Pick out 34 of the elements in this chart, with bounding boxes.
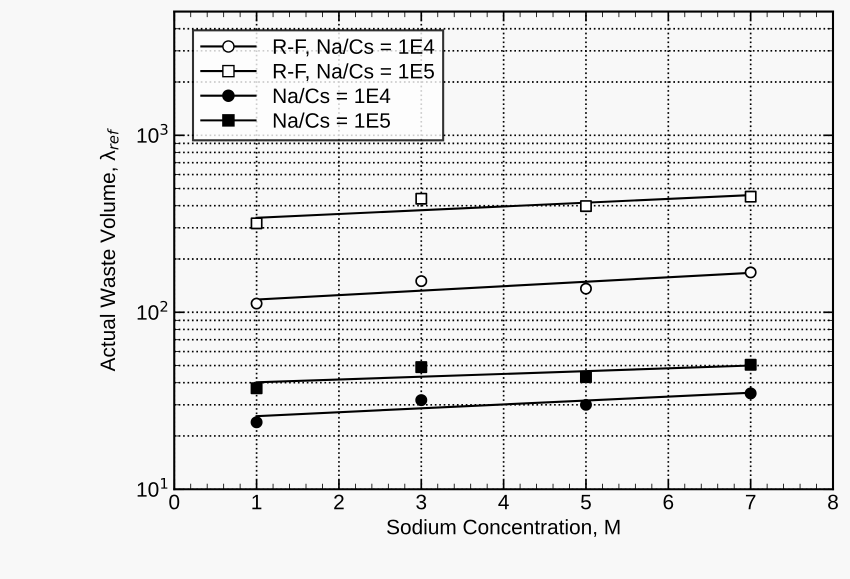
x-tick-label: 4 (498, 494, 509, 510)
point (744, 387, 757, 400)
y-tick-label: 10$^{2}$ (138, 300, 168, 320)
x-tick-label: 7 (746, 494, 756, 510)
point (250, 416, 263, 428)
x-tick-label: 8 (828, 494, 838, 510)
legend-label: R-F, Na/Cs = 1E4 (274, 38, 434, 56)
legend-label: R-F, Na/Cs = 1E5 (274, 63, 434, 82)
x-tick-label: 1 (252, 494, 262, 510)
legend-label: Na/Cs = 1E5 (274, 112, 390, 128)
point (580, 200, 592, 212)
point (580, 398, 592, 411)
x-tick-label: 5 (581, 494, 591, 510)
x-axis-title: Sodium Concentration, M (387, 519, 620, 537)
x-tick-label: 3 (416, 494, 426, 510)
point (744, 266, 757, 278)
point (250, 217, 263, 230)
point (250, 298, 263, 310)
legend-label: Na/Cs = 1E4 (274, 88, 390, 104)
x-tick-label: 0 (169, 494, 180, 510)
x-tick-label: 6 (664, 494, 674, 510)
point (580, 371, 592, 384)
point (415, 192, 428, 205)
point (415, 361, 428, 374)
y-axis-title: Actual Waste Volume, λ$_{ref}$ (100, 128, 119, 372)
point (580, 282, 592, 295)
y-tick-label: 10$^{1}$ (138, 478, 168, 497)
point (415, 275, 428, 288)
point (250, 382, 263, 394)
point (415, 394, 428, 406)
y-tick-label: 10$^{3}$ (138, 124, 168, 143)
x-tick-label: 2 (334, 494, 344, 510)
point (744, 358, 757, 371)
point (744, 190, 757, 203)
